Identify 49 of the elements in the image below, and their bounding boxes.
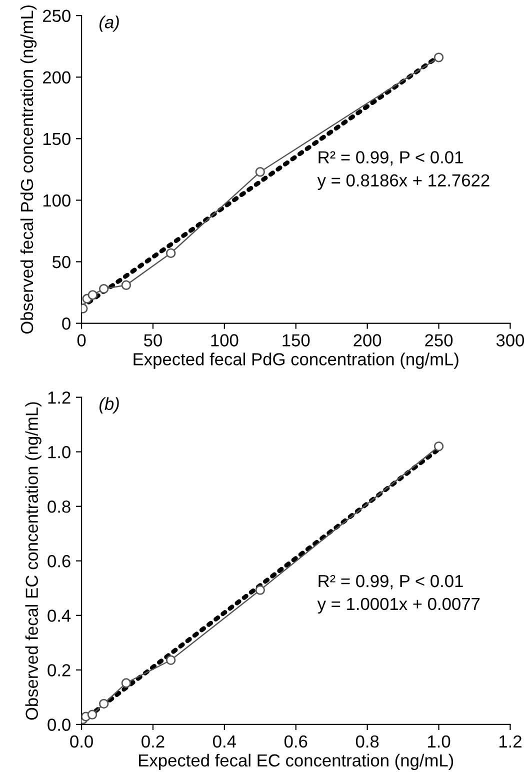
point	[166, 248, 176, 258]
y-tick-label: 0	[62, 317, 70, 330]
y-tick-label: 1.2	[48, 391, 70, 404]
point	[98, 698, 109, 709]
x-tick-label: 0.2	[142, 735, 164, 748]
y-tick-label: 250	[43, 10, 70, 22]
chart-title: (a)	[99, 16, 119, 32]
annotation: y = 1.0001x + 0.0077	[317, 598, 480, 614]
point	[255, 167, 266, 177]
point	[98, 284, 109, 294]
x-tick-label: 1.0	[428, 735, 450, 748]
point	[166, 655, 176, 665]
x-tick-label: 250	[425, 334, 453, 346]
x-axis-title: Expected fecal PdG concentration (ng/mL)	[134, 352, 458, 369]
point	[121, 678, 132, 688]
point	[255, 585, 266, 595]
y-tick-label: 100	[43, 194, 70, 207]
y-tick-label: 150	[43, 132, 70, 146]
x-tick-label: 1.2	[499, 735, 522, 748]
y-tick-label: 0.0	[48, 718, 70, 731]
y-tick-label: 0.4	[48, 610, 71, 622]
x-tick-label: 50	[144, 334, 162, 346]
x-tick-label: 0	[77, 334, 86, 346]
y-tick-label: 50	[52, 256, 70, 268]
x-tick-label: 0.6	[284, 735, 308, 748]
y-axis-title: Observed fecal EC concentration (ng/mL)	[25, 402, 42, 720]
point	[434, 442, 444, 452]
y-tick-label: 0.2	[48, 664, 70, 676]
x-tick-label: 0.0	[70, 735, 93, 748]
point	[88, 290, 98, 300]
y-axis-title: Observed fecal PdG concentration (ng/mL)	[20, 5, 37, 334]
point	[434, 52, 444, 62]
x-tick-label: 300	[496, 334, 524, 346]
annotation: y = 0.8186x + 12.7622	[317, 174, 490, 190]
y-tick-label: 1.0	[48, 446, 70, 458]
y-tick-label: 200	[43, 71, 70, 84]
x-tick-label: 0.8	[356, 735, 379, 748]
x-axis-title: Expected fecal EC concentration (ng/mL)	[139, 754, 454, 770]
chart-title: (b)	[99, 397, 119, 414]
point	[87, 710, 98, 720]
x-tick-label: 100	[211, 334, 238, 346]
x-tick-label: 150	[282, 334, 310, 346]
x-tick-label: 200	[354, 334, 382, 346]
y-tick-label: 0.6	[48, 555, 70, 568]
annotation: R² = 0.99, P < 0.01	[318, 151, 463, 166]
x-tick-label: 0.4	[213, 735, 236, 748]
point	[121, 280, 132, 290]
annotation: R² = 0.99, P < 0.01	[318, 574, 463, 590]
y-tick-label: 0.8	[48, 500, 70, 513]
